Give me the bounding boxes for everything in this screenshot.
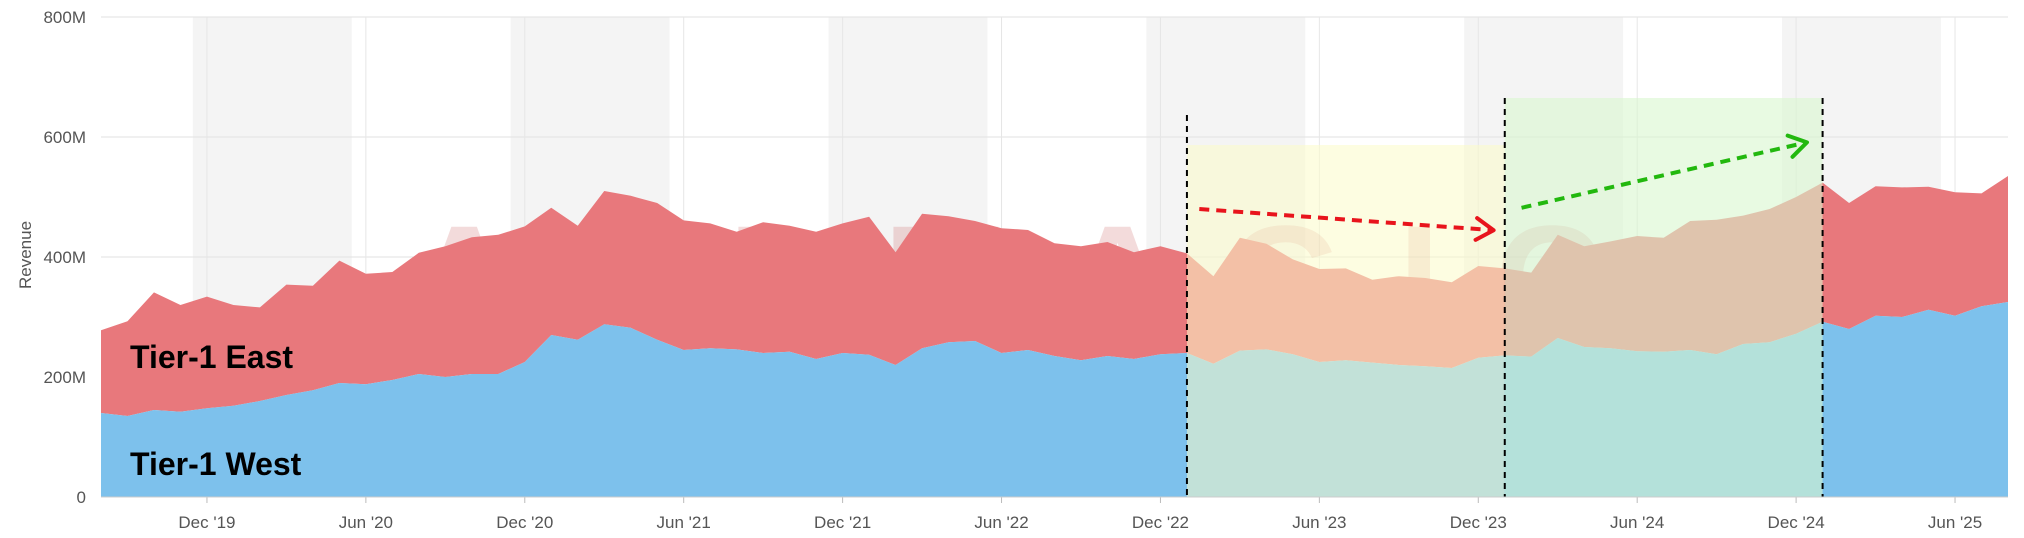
- x-tick-label: Jun '22: [974, 513, 1028, 532]
- x-tick-label: Dec '21: [814, 513, 871, 532]
- series-label-tier-1-east: Tier-1 East: [130, 339, 293, 375]
- x-tick-label: Dec '22: [1132, 513, 1189, 532]
- x-tick-label: Jun '20: [339, 513, 393, 532]
- y-tick-label: 600M: [43, 128, 86, 147]
- highlight-region: [1186, 145, 1505, 497]
- series-labels: Tier-1 East Tier-1 West: [130, 339, 302, 482]
- y-tick-label: 400M: [43, 248, 86, 267]
- trend-arrow-head: [1473, 216, 1496, 242]
- highlight-region: [1504, 98, 1823, 497]
- x-tick-label: Dec '19: [178, 513, 235, 532]
- y-tick-label: 0: [77, 488, 86, 507]
- x-tick-label: Jun '24: [1610, 513, 1664, 532]
- highlight-regions: [1186, 98, 1823, 497]
- x-tick-label: Jun '25: [1928, 513, 1982, 532]
- vertical-markers: [1185, 98, 1824, 497]
- y-axis-title: Revenue: [16, 221, 35, 289]
- x-tick-label: Jun '21: [657, 513, 711, 532]
- trend-arrow-line: [1199, 207, 1491, 232]
- trend-arrow-head: [1785, 133, 1809, 159]
- trend-arrow-line: [1521, 141, 1805, 210]
- x-tick-label: Dec '20: [496, 513, 553, 532]
- series-label-tier-1-west: Tier-1 West: [130, 446, 302, 482]
- x-tick-label: Dec '23: [1450, 513, 1507, 532]
- y-tick-label: 800M: [43, 8, 86, 27]
- x-tick-label: Jun '23: [1292, 513, 1346, 532]
- trend-arrows: [1199, 133, 1809, 242]
- y-tick-label: 200M: [43, 368, 86, 387]
- axes: 0 200M 400M 600M 800M Dec '19 Jun '20 Dec '20 Ju…: [16, 8, 2008, 532]
- x-tick-label: Dec '24: [1768, 513, 1825, 532]
